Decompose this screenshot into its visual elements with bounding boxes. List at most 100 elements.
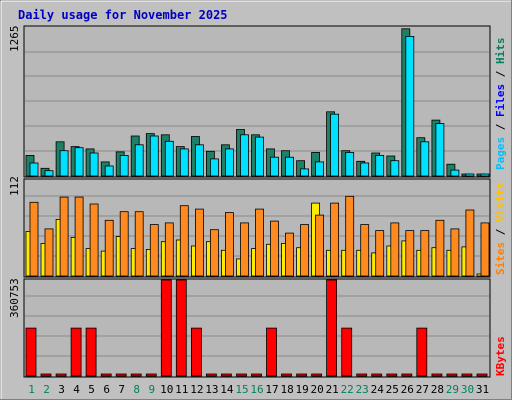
bar-pages-day-18 — [285, 156, 294, 177]
x-axis-day-labels: 1 2 3 4 5 6 7 8 9 10 11 12 13 14 15 16 17 18 19 20 21 22 23 24 2… — [28, 383, 489, 396]
bar-sites-day-31 — [480, 222, 490, 277]
bar-pages-day-20 — [315, 161, 325, 177]
bar-pages-day-8 — [134, 144, 144, 177]
bar-sites-day-26 — [405, 230, 415, 277]
legend-visits: Visits — [494, 182, 507, 222]
x-tick-label-day-6: 6 — [103, 383, 110, 396]
x-tick-label-day-8: 8 — [133, 383, 140, 396]
x-tick-label-day-3: 3 — [58, 383, 65, 396]
bar-kbytes-day-5 — [85, 327, 97, 377]
x-tick-label-day-16: 16 — [250, 383, 263, 396]
bar-kbytes-day-22 — [341, 327, 353, 377]
bar-sites-day-5 — [89, 203, 99, 277]
bar-pages-day-4 — [74, 147, 84, 177]
bar-pages-day-29 — [450, 169, 460, 177]
bar-sites-day-9 — [149, 224, 159, 277]
bar-kbytes-day-14 — [220, 373, 232, 377]
bar-kbytes-day-23 — [356, 373, 368, 377]
bar-sites-day-15 — [240, 222, 249, 277]
x-tick-label-day-26: 26 — [401, 383, 414, 396]
bar-pages-day-30 — [465, 173, 475, 177]
x-tick-label-day-2: 2 — [43, 383, 50, 396]
bar-kbytes-day-6 — [100, 373, 112, 377]
y-tick-sites: 112 — [8, 176, 21, 196]
x-tick-label-day-24: 24 — [371, 383, 385, 396]
bar-kbytes-day-31 — [476, 373, 488, 377]
bar-sites-day-13 — [209, 229, 219, 277]
bar-pages-day-31 — [480, 173, 490, 177]
bar-kbytes-day-21 — [326, 279, 338, 377]
bar-kbytes-day-7 — [115, 373, 127, 377]
bar-sites-day-19 — [300, 224, 310, 277]
bar-sites-day-25 — [390, 222, 400, 277]
bar-pages-day-16 — [255, 136, 264, 177]
bar-kbytes-day-19 — [296, 373, 308, 377]
y-tick-kbytes: 360753 — [8, 278, 21, 318]
bar-sites-day-23 — [360, 224, 370, 277]
bar-sites-day-29 — [450, 228, 460, 277]
bar-kbytes-day-17 — [266, 327, 277, 377]
bar-sites-day-1 — [29, 201, 39, 277]
bar-sites-day-22 — [345, 195, 355, 277]
bar-sites-day-30 — [465, 209, 475, 277]
bar-pages-day-7 — [119, 154, 129, 177]
bar-pages-day-14 — [224, 148, 234, 177]
bar-kbytes-day-13 — [205, 373, 217, 377]
bar-sites-day-8 — [134, 211, 144, 277]
bar-sites-day-3 — [59, 196, 69, 277]
bar-sites-day-14 — [224, 212, 234, 277]
bar-kbytes-day-29 — [446, 373, 458, 377]
bar-pages-day-24 — [375, 154, 385, 177]
bar-sites-day-27 — [420, 230, 430, 277]
bar-kbytes-day-30 — [461, 373, 473, 377]
bar-pages-day-6 — [104, 165, 114, 177]
x-tick-label-day-4: 4 — [73, 383, 80, 396]
bar-kbytes-day-24 — [371, 373, 383, 377]
x-tick-label-day-15: 15 — [235, 383, 248, 396]
bar-kbytes-day-26 — [401, 373, 413, 377]
legend-pages: Pages — [494, 137, 507, 170]
bar-pages-day-17 — [270, 156, 279, 177]
x-tick-label-day-28: 28 — [431, 383, 444, 396]
bar-kbytes-day-16 — [251, 373, 262, 377]
bar-sites-day-16 — [255, 208, 264, 277]
bar-pages-day-27 — [420, 141, 430, 177]
bar-kbytes-day-3 — [55, 373, 67, 377]
bar-pages-day-23 — [360, 162, 370, 177]
bar-pages-day-11 — [179, 148, 189, 177]
bar-pages-day-22 — [345, 151, 355, 177]
bar-kbytes-day-28 — [431, 373, 443, 377]
legend-kbytes: KBytes — [494, 336, 507, 376]
bar-kbytes-day-18 — [281, 373, 292, 377]
x-tick-label-day-27: 27 — [416, 383, 429, 396]
bar-sites-day-24 — [375, 230, 385, 277]
bar-kbytes-day-8 — [130, 373, 142, 377]
bars — [25, 28, 490, 377]
x-tick-label-day-19: 19 — [295, 383, 308, 396]
bar-pages-day-26 — [405, 36, 415, 177]
legend-kbytes: KBytes — [494, 336, 507, 376]
bar-kbytes-day-15 — [236, 373, 247, 377]
bar-pages-day-21 — [330, 113, 340, 177]
bar-pages-day-10 — [164, 140, 174, 177]
x-tick-label-day-1: 1 — [28, 383, 35, 396]
bar-kbytes-day-11 — [175, 279, 187, 377]
x-tick-label-day-22: 22 — [341, 383, 354, 396]
bar-sites-day-4 — [74, 196, 84, 277]
bar-pages-day-25 — [390, 160, 400, 177]
bar-pages-day-19 — [300, 168, 310, 177]
bar-kbytes-day-1 — [25, 327, 37, 377]
chart-title: Daily usage for November 2025 — [18, 8, 228, 22]
bar-pages-day-5 — [89, 152, 99, 177]
bar-pages-day-13 — [209, 158, 219, 177]
bar-sites-day-28 — [435, 219, 445, 277]
bar-kbytes-day-25 — [386, 373, 398, 377]
bar-kbytes-day-12 — [190, 327, 202, 377]
bar-sites-day-18 — [285, 232, 294, 277]
x-tick-label-day-25: 25 — [386, 383, 399, 396]
legend-files: Files — [494, 84, 507, 117]
bar-sites-day-21 — [330, 202, 340, 277]
x-tick-label-day-21: 21 — [326, 383, 339, 396]
bar-pages-day-3 — [59, 150, 69, 177]
